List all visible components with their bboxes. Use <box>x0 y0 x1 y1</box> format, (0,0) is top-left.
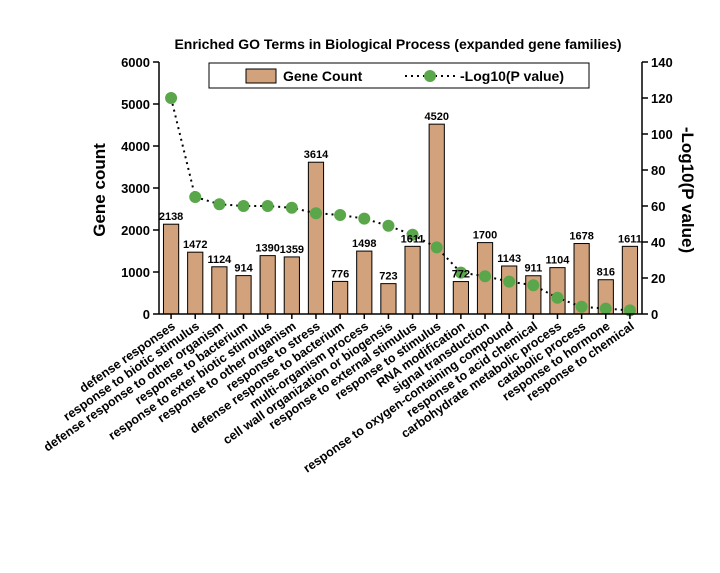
bar-value-label: 772 <box>452 269 470 281</box>
bar <box>235 275 252 315</box>
log-p-point <box>213 198 226 211</box>
y2-axis-label: -Log10(P value) <box>678 127 697 253</box>
y2-tick-label: 40 <box>651 235 665 250</box>
y-axis-label: Gene count <box>90 143 109 237</box>
bar <box>283 256 300 315</box>
bar <box>621 245 639 315</box>
bar-value-label: 3614 <box>304 149 329 161</box>
log-p-point <box>237 200 250 212</box>
bar-value-label: 1359 <box>280 244 304 256</box>
bar <box>307 161 325 315</box>
bar <box>332 280 349 315</box>
bar <box>356 250 373 315</box>
bar <box>162 223 180 315</box>
bar-value-label: 1700 <box>473 230 497 242</box>
bar-value-label: 1678 <box>569 231 593 243</box>
log-p-point <box>165 92 178 104</box>
bar <box>501 265 518 315</box>
legend-gene-count: Gene Count <box>283 68 363 84</box>
log-p-point <box>575 300 588 313</box>
log-p-point <box>406 228 419 241</box>
bar-value-label: 914 <box>234 263 253 275</box>
y-tick-label: 2000 <box>121 223 150 238</box>
bar <box>211 266 228 315</box>
y-tick-label: 4000 <box>121 139 150 154</box>
y-tick-label: 3000 <box>121 181 150 196</box>
log-p-point <box>551 291 564 304</box>
bar <box>549 267 566 315</box>
y2-tick-label: 80 <box>651 163 665 178</box>
log-p-point <box>527 279 540 292</box>
bar <box>380 283 397 315</box>
y-tick-label: 0 <box>143 307 150 322</box>
y2-tick-label: 100 <box>651 127 673 142</box>
bar <box>428 123 445 315</box>
bar-value-label: 816 <box>597 267 615 279</box>
legend-bar-swatch <box>245 68 277 84</box>
bar-value-label: 2138 <box>159 211 183 223</box>
y2-tick-label: 60 <box>651 199 665 214</box>
y-tick-label: 1000 <box>121 265 150 280</box>
bar-value-label: 723 <box>379 271 397 283</box>
bar <box>452 281 469 315</box>
y2-tick-label: 0 <box>651 307 658 322</box>
y-tick-label: 5000 <box>121 97 150 112</box>
log-p-point <box>358 212 371 225</box>
bar-value-label: 1611 <box>618 233 642 245</box>
bar-value-label: 776 <box>331 268 349 280</box>
bar-value-label: 1472 <box>183 239 207 251</box>
y2-tick-label: 120 <box>651 91 673 106</box>
log-p-point <box>309 207 322 220</box>
y2-tick-label: 20 <box>651 271 665 286</box>
chart-title: Enriched GO Terms in Biological Process … <box>174 36 621 52</box>
y-tick-label: 6000 <box>121 55 150 70</box>
legend-log-p: -Log10(P value) <box>460 68 564 84</box>
bar-value-label: 4520 <box>424 111 448 123</box>
legend: Gene Count -Log10(P value) <box>208 62 590 89</box>
y2-tick-label: 140 <box>651 55 673 70</box>
bar <box>187 251 204 315</box>
log-p-point <box>599 302 612 315</box>
bar-value-label: 1143 <box>497 253 521 265</box>
legend-marker <box>424 70 436 82</box>
bar <box>259 255 276 315</box>
log-p-point <box>189 191 202 203</box>
log-p-point <box>382 219 395 232</box>
bar-value-label: 1104 <box>546 255 571 267</box>
log-p-point <box>430 241 443 254</box>
log-p-point <box>285 201 298 214</box>
bar-value-label: 1390 <box>255 243 279 255</box>
bar <box>404 245 421 315</box>
log-p-point <box>503 275 516 288</box>
log-p-point <box>261 200 274 212</box>
bar-value-label: 911 <box>524 263 542 275</box>
log-p-point <box>479 270 492 283</box>
bar-value-label: 1498 <box>352 238 376 250</box>
bar-value-label: 1124 <box>207 254 232 266</box>
log-p-point <box>334 209 347 221</box>
log-p-point <box>454 266 467 279</box>
bar-value-label: 1611 <box>401 233 425 245</box>
